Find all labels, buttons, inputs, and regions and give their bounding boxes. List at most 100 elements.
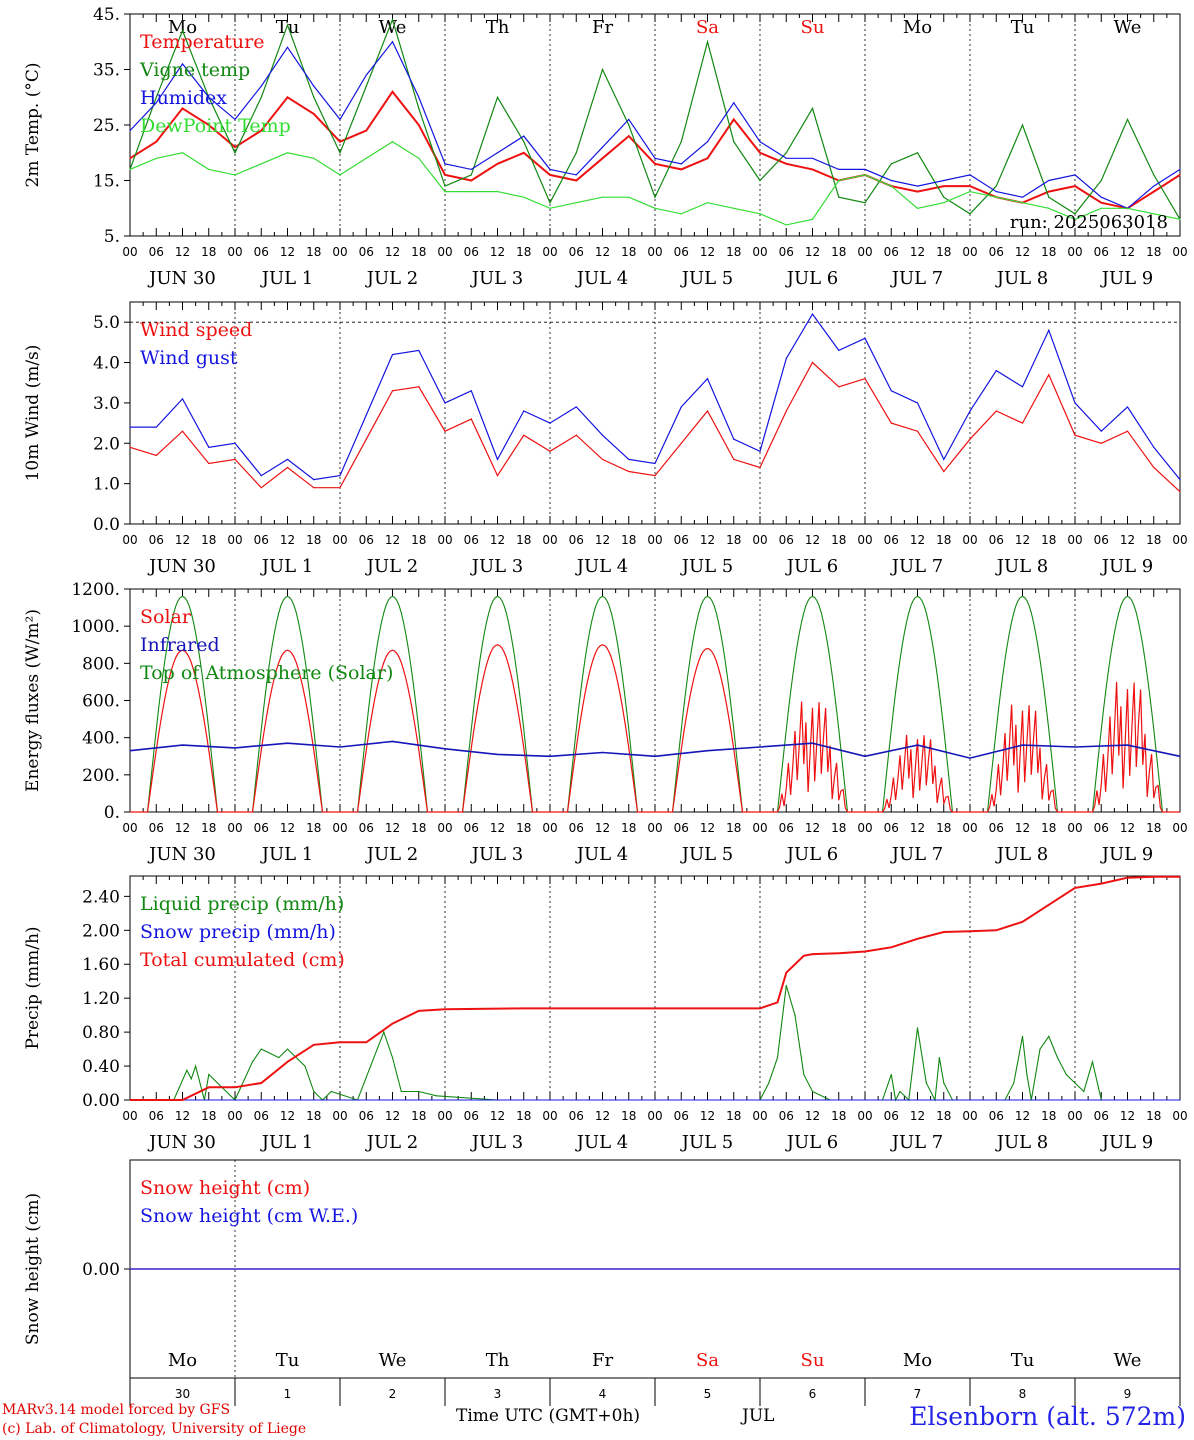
hour-tick-label: 06 [569, 533, 584, 547]
hour-tick-label: 00 [1172, 821, 1187, 835]
y-tick-label: 0.00 [82, 1091, 120, 1111]
temp-series-line-point [759, 141, 761, 143]
hour-tick-label: 18 [201, 821, 216, 835]
temp-series-line-point [706, 141, 709, 143]
date-label: JUL 8 [995, 1132, 1049, 1153]
hour-tick-label: 06 [464, 533, 479, 547]
temp-series-line-point [470, 191, 472, 193]
hour-tick-label: 12 [1120, 245, 1135, 259]
solar-series-line [130, 649, 235, 813]
hour-tick-label: 18 [1146, 1109, 1161, 1123]
wind-series-line-point [628, 458, 630, 461]
hour-tick-label: 18 [936, 1109, 951, 1123]
date-label: JUN 30 [147, 844, 216, 865]
y-tick-label: 25. [93, 116, 120, 136]
weekday-label: Mo [168, 17, 197, 38]
date-label: JUL 1 [260, 1132, 314, 1153]
temp-series-line-point [969, 185, 971, 187]
precip-series-line-point [186, 1069, 188, 1071]
infrared-series-line-point [969, 757, 971, 759]
wind-series-line-point [1074, 434, 1076, 436]
hour-tick-label: 00 [857, 1109, 872, 1123]
temp-series-line-point [811, 157, 814, 159]
precip-series-line-point [286, 1048, 289, 1050]
hour-tick-label: 12 [1015, 245, 1030, 259]
y-tick-label: 2.00 [82, 921, 120, 941]
legend-entry: DewPoint Temp [140, 115, 291, 137]
wind-series-line-point [496, 458, 499, 461]
hour-tick-label: 00 [647, 533, 662, 547]
hour-tick-label: 00 [1172, 1109, 1187, 1123]
toa-series-line [550, 595, 655, 813]
hour-tick-label: 06 [884, 245, 899, 259]
wind-series-line-point [260, 487, 262, 489]
temp-series-line-point [811, 107, 814, 109]
legend-entry: Snow height (cm W.E.) [140, 1205, 358, 1227]
precip-series-line [130, 875, 1180, 1101]
precip-series-line-point [1091, 1061, 1094, 1063]
precip-series-line-point [435, 1095, 437, 1097]
temp-series-line-point [418, 124, 420, 126]
wind-series-line-point [1021, 422, 1024, 424]
temp-series-line-point [444, 185, 446, 187]
hour-tick-label: 18 [936, 821, 951, 835]
hour-tick-label: 00 [542, 533, 557, 547]
temp-series-line-point [418, 157, 420, 159]
precip-series-line-point [234, 1086, 236, 1088]
hour-tick-label: 00 [122, 533, 137, 547]
date-label: JUL 3 [470, 556, 524, 577]
precip-series-line-point [400, 1090, 402, 1093]
temp-series-line-point [1074, 213, 1076, 215]
temp-series-line-point [785, 163, 787, 165]
temp-series-line-point [733, 141, 735, 143]
day-number-label: 9 [1124, 1387, 1132, 1401]
wind-series-line-point [811, 361, 814, 364]
y-tick-label: 3.0 [93, 394, 120, 414]
hour-tick-label: 18 [201, 1109, 216, 1123]
temp-series-line-point [549, 207, 551, 209]
hour-tick-label: 12 [1120, 533, 1135, 547]
snow-series-line-point [129, 1268, 131, 1270]
wind-series-line-point [1153, 466, 1155, 469]
temp-series-line-point [391, 18, 394, 21]
hour-tick-label: 12 [175, 821, 190, 835]
temp-series-line-point [733, 118, 735, 121]
weekday-label: Fr [592, 1350, 613, 1371]
hour-tick-label: 18 [1146, 533, 1161, 547]
date-label: JUL 7 [890, 268, 944, 289]
hour-tick-label: 18 [306, 821, 321, 835]
y-tick-label: 0.0 [93, 515, 120, 535]
hour-tick-label: 00 [542, 1109, 557, 1123]
infrared-series-line-point [1074, 746, 1076, 748]
wind-series-line-point [523, 434, 525, 436]
temp-series-line-point [208, 96, 210, 98]
wind-series-line-point [1153, 446, 1155, 448]
date-label: JUL 9 [1100, 1132, 1154, 1153]
temp-series-line-point [1074, 218, 1076, 220]
precip-series-line-point [768, 1082, 770, 1084]
temp-series-line-point [785, 157, 787, 159]
wind-series-line-point [549, 422, 551, 424]
hour-tick-label: 06 [779, 245, 794, 259]
hour-tick-label: 18 [621, 1109, 636, 1123]
infrared-series-line-point [759, 746, 761, 748]
temp-series-line-point [811, 168, 814, 170]
temp-series-line-point [313, 96, 315, 98]
precip-series-line-point [365, 1041, 367, 1043]
hour-tick-label: 06 [464, 821, 479, 835]
wind-series-line-point [181, 430, 184, 432]
wind-series-line-point [864, 378, 866, 380]
precip-series-line-point [1056, 1056, 1059, 1059]
precip-series-line-point [838, 952, 840, 954]
temp-series-line-point [601, 196, 604, 198]
infrared-series-line-point [286, 742, 289, 744]
temp-series-line-point [628, 124, 630, 126]
hour-tick-label: 12 [385, 1109, 400, 1123]
solar-series-line [760, 701, 865, 813]
temp-series-line-point [1048, 191, 1050, 193]
wind-series-line-point [890, 390, 892, 392]
temp-series-line-point [549, 202, 551, 204]
hour-tick-label: 06 [254, 1109, 269, 1123]
y-tick-label: 0.40 [82, 1057, 120, 1077]
